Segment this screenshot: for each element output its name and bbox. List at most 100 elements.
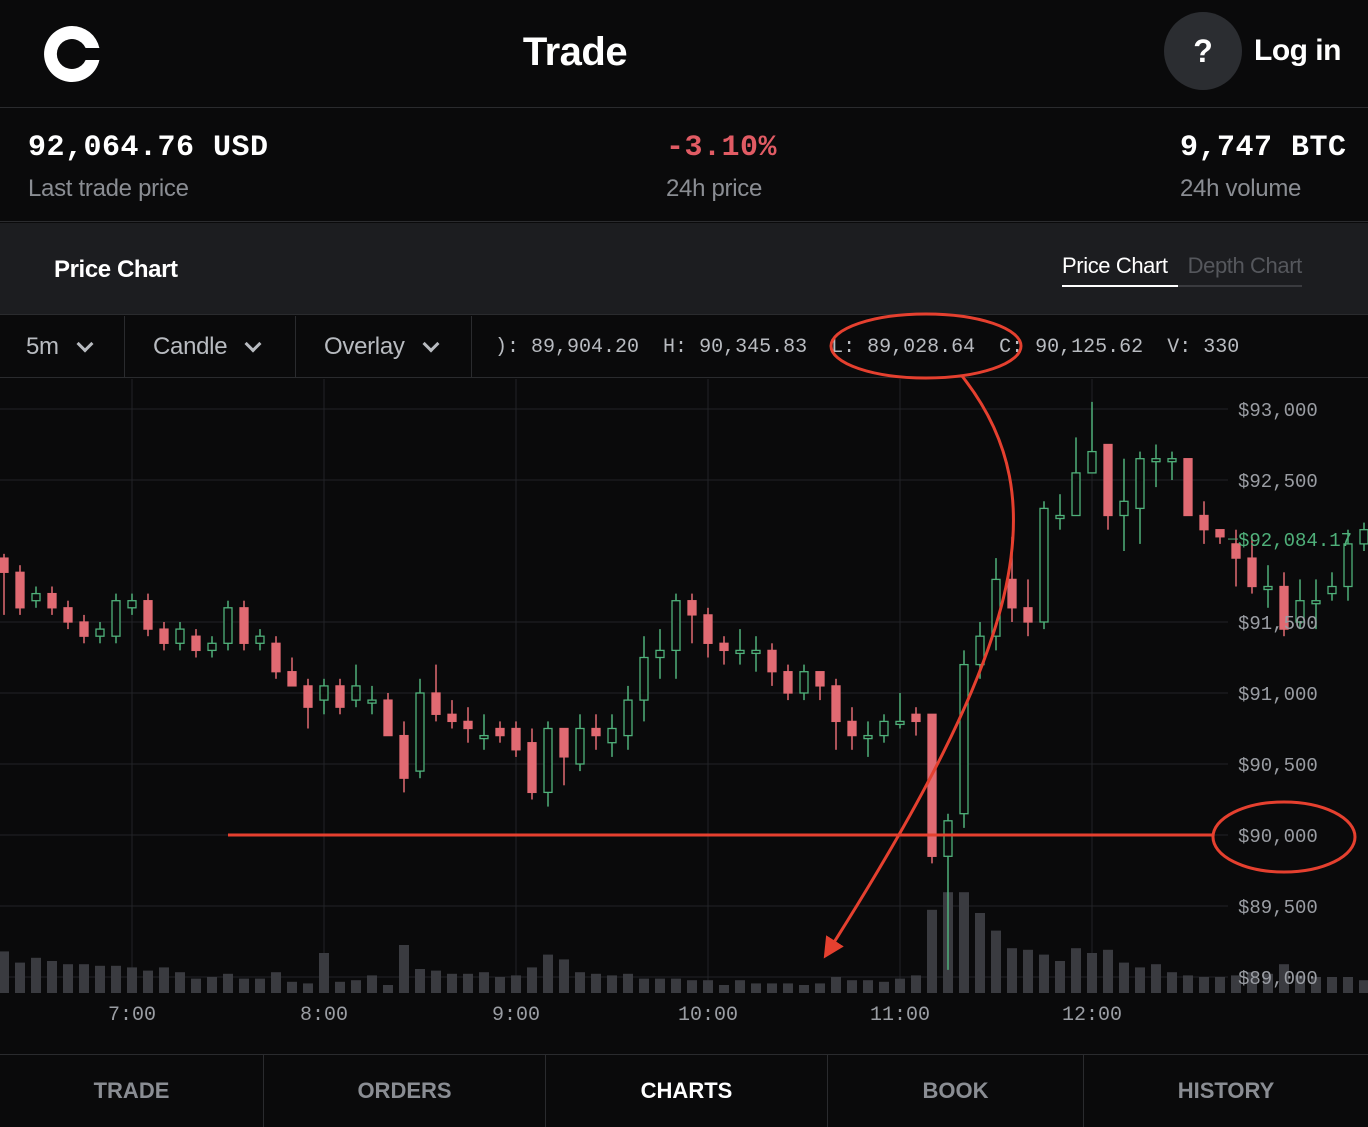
y-axis-tick-label: $91,500 (1238, 613, 1318, 635)
candle-body (31, 592, 41, 602)
volume-bar (1263, 973, 1273, 993)
candle-body (959, 663, 969, 815)
nav-orders[interactable]: ORDERS (264, 1055, 546, 1127)
volume-bar (463, 973, 473, 993)
chart-header: Price Chart Price Chart Depth Chart (0, 223, 1368, 315)
chart-type-dropdown[interactable]: Candle (125, 316, 296, 378)
candlestick-chart[interactable]: $89,000 $89,500 $90,000 $90,500 $91,000 $91,5… (0, 379, 1368, 1054)
volume-bar (223, 973, 233, 993)
volume-bar (831, 977, 841, 993)
candle-body (815, 671, 825, 687)
y-axis-tick-label: $91,000 (1238, 684, 1318, 706)
candle-body (175, 628, 185, 644)
volume-bar (575, 972, 585, 993)
candle-body (719, 642, 729, 652)
volume-bar (751, 983, 761, 993)
candle-body (303, 685, 313, 708)
y-axis-tick-label: $90,500 (1238, 755, 1318, 777)
candle-body (527, 742, 537, 794)
volume-bar (863, 980, 873, 993)
volume-bar (591, 973, 601, 993)
tab-price-chart[interactable]: Price Chart (1062, 253, 1178, 287)
candle-body (991, 578, 1001, 637)
overlay-dropdown[interactable]: Overlay (296, 316, 472, 378)
volume-bar (255, 978, 265, 993)
candle-body (239, 607, 249, 644)
y-axis-tick-label: $90,000 (1238, 826, 1318, 848)
volume-bar (1279, 964, 1289, 993)
volume-bar (511, 975, 521, 993)
chart-tab-switch: Price Chart Depth Chart (1062, 253, 1302, 287)
price-chart-area[interactable]: $89,000 $89,500 $90,000 $90,500 $91,000 $91,5… (0, 379, 1368, 1054)
candle-body (799, 671, 809, 694)
candle-body (879, 720, 889, 737)
chevron-down-icon (422, 335, 440, 353)
volume-bar (623, 973, 633, 993)
candle-body (367, 699, 377, 704)
candle-body (287, 671, 297, 687)
volume-bar (495, 977, 505, 993)
volume-bar (1023, 949, 1033, 993)
candle-body (767, 649, 777, 673)
last-trade-price-value: 92,064.76 USD (28, 131, 269, 165)
tab-depth-chart[interactable]: Depth Chart (1177, 253, 1302, 287)
volume-bar (975, 913, 985, 993)
volume-bar (1135, 967, 1145, 993)
volume-bar (767, 983, 777, 993)
volume-bar (703, 980, 713, 993)
candle-body (735, 649, 745, 655)
candle-body (1151, 458, 1161, 463)
high-value: 90,345.83 (699, 336, 808, 359)
candle-body (975, 635, 985, 666)
candle-body (1119, 500, 1129, 517)
candle-body (431, 692, 441, 715)
candle-body (1311, 600, 1321, 605)
volume-value: 9,747 BTC (1180, 131, 1347, 165)
nav-trade[interactable]: TRADE (0, 1055, 264, 1127)
price-change-value: -3.10% (666, 131, 778, 165)
coinbase-logo-icon[interactable] (40, 22, 104, 86)
candle-body (1087, 450, 1097, 474)
candle-body (863, 734, 873, 740)
chevron-down-icon (76, 335, 94, 353)
nav-book[interactable]: BOOK (828, 1055, 1084, 1127)
low-value: 89,028.64 (867, 336, 976, 359)
volume-bar (1215, 977, 1225, 993)
close-value: 90,125.62 (1035, 336, 1144, 359)
volume-bar (991, 930, 1001, 993)
nav-history[interactable]: HISTORY (1177, 1078, 1275, 1103)
volume-bar (1231, 975, 1241, 993)
candle-body (0, 557, 9, 573)
candle-body (1359, 529, 1368, 545)
volume-bar (1055, 961, 1065, 993)
nav-charts[interactable]: CHARTS (546, 1055, 828, 1127)
candle-body (1343, 543, 1353, 588)
x-axis-tick-label: 10:00 (678, 1004, 738, 1027)
volume-bar (607, 975, 617, 993)
volume-bar (719, 985, 729, 993)
x-axis-tick-label: 9:00 (492, 1004, 540, 1027)
volume-bar (1071, 948, 1081, 993)
candle-body (383, 699, 393, 737)
volume-bar (1359, 980, 1368, 993)
volume-bar (127, 967, 137, 993)
candle-body (143, 600, 153, 630)
volume-bar (383, 985, 393, 993)
candle-body (575, 727, 585, 765)
candle-body (271, 642, 281, 673)
top-bar: Trade ? Log in (0, 0, 1368, 108)
candle-body (543, 727, 553, 794)
login-button[interactable]: Log in (1254, 34, 1341, 67)
volume-bar (431, 970, 441, 993)
volume-bar (287, 981, 297, 993)
price-change-stat: -3.10% 24h price (666, 131, 777, 203)
candle-body (1167, 458, 1177, 463)
candle-body (1199, 514, 1209, 531)
candle-body (1135, 458, 1145, 510)
volume-bar (239, 978, 249, 993)
chart-type-value: Candle (153, 333, 228, 360)
interval-dropdown[interactable]: 5m (0, 316, 125, 378)
candle-body (1327, 585, 1337, 595)
candle-body (623, 699, 633, 737)
help-button[interactable]: ? (1164, 12, 1242, 90)
